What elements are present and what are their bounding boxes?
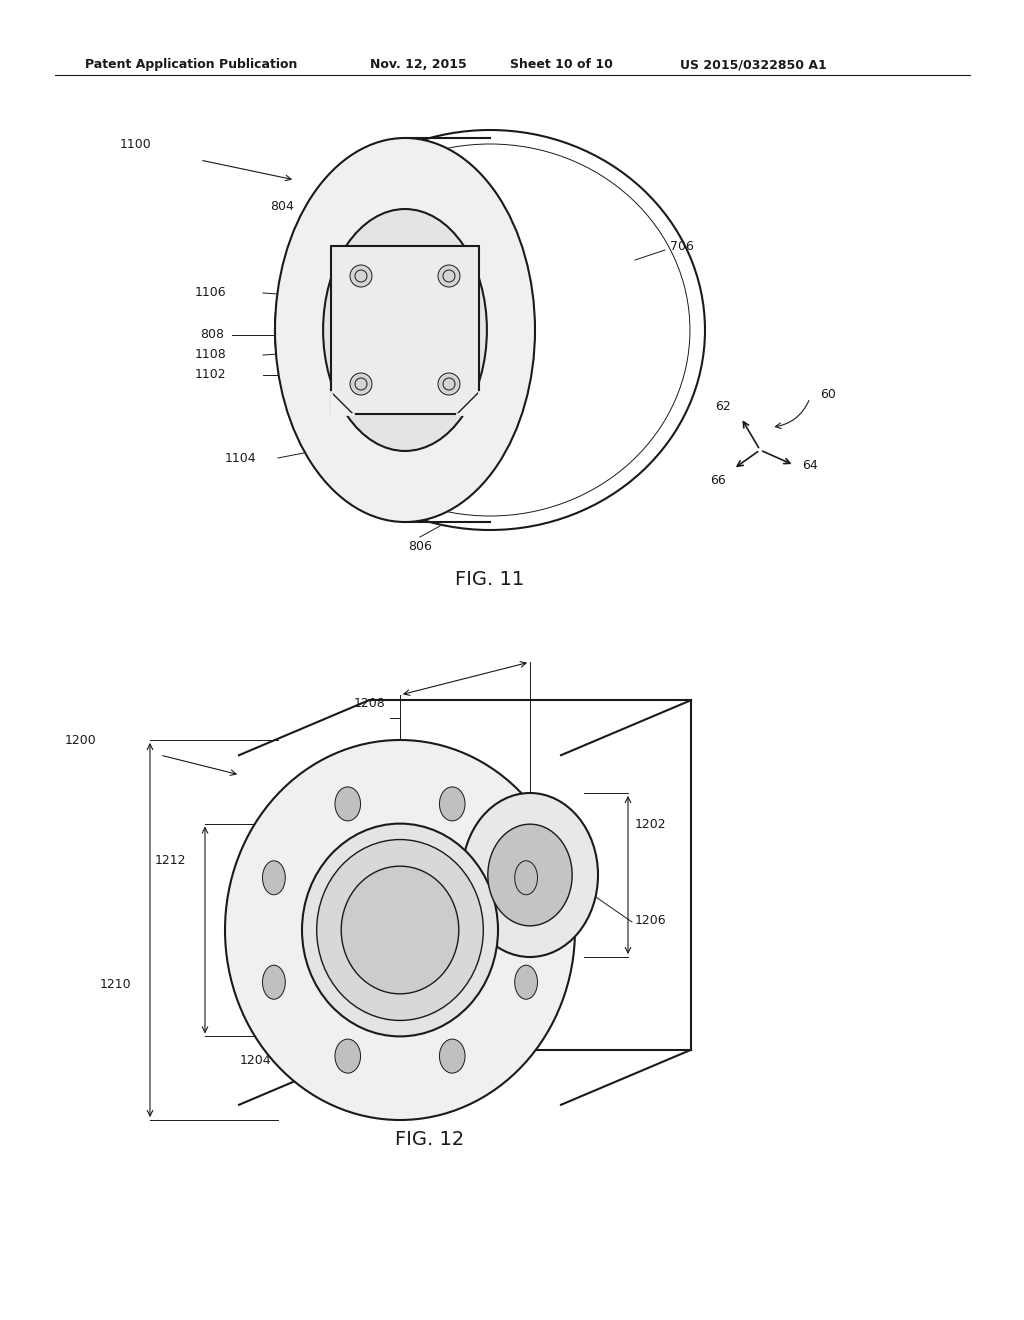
Text: 1208: 1208 [354, 697, 386, 710]
Ellipse shape [275, 139, 535, 521]
Bar [331, 246, 479, 414]
Ellipse shape [439, 1039, 465, 1073]
Text: 1204: 1204 [240, 1053, 271, 1067]
Ellipse shape [335, 787, 360, 821]
Text: 1108: 1108 [195, 348, 226, 362]
Text: 1104: 1104 [225, 451, 257, 465]
Text: 1106: 1106 [195, 286, 226, 300]
Text: Nov. 12, 2015: Nov. 12, 2015 [370, 58, 467, 71]
Ellipse shape [462, 793, 598, 957]
Ellipse shape [366, 272, 444, 388]
Ellipse shape [225, 741, 575, 1119]
Text: 804: 804 [270, 201, 294, 214]
Ellipse shape [438, 265, 460, 286]
Text: 66: 66 [710, 474, 725, 487]
Text: 60: 60 [820, 388, 836, 401]
Ellipse shape [316, 840, 483, 1020]
Ellipse shape [324, 209, 486, 451]
Text: 62: 62 [715, 400, 731, 413]
Text: 1212: 1212 [155, 854, 186, 866]
Polygon shape [457, 392, 479, 414]
Text: 64: 64 [802, 459, 818, 471]
Ellipse shape [350, 265, 372, 286]
Text: Patent Application Publication: Patent Application Publication [85, 58, 297, 71]
Ellipse shape [515, 965, 538, 999]
Text: US 2015/0322850 A1: US 2015/0322850 A1 [680, 58, 826, 71]
Ellipse shape [262, 965, 286, 999]
Text: FIG. 12: FIG. 12 [395, 1130, 465, 1148]
Ellipse shape [262, 861, 286, 895]
Text: 1206: 1206 [635, 913, 667, 927]
Ellipse shape [335, 1039, 360, 1073]
Text: 1210: 1210 [100, 978, 132, 991]
Text: 1200: 1200 [65, 734, 96, 747]
Text: Sheet 10 of 10: Sheet 10 of 10 [510, 58, 613, 71]
Text: 808: 808 [200, 329, 224, 342]
Text: 706: 706 [670, 240, 694, 253]
Ellipse shape [302, 824, 498, 1036]
Text: 1202: 1202 [635, 818, 667, 832]
Text: FIG. 11: FIG. 11 [456, 570, 524, 589]
Text: 1102: 1102 [195, 368, 226, 381]
Ellipse shape [350, 374, 372, 395]
Text: 806: 806 [408, 540, 432, 553]
Text: 1100: 1100 [120, 139, 152, 152]
Ellipse shape [487, 824, 572, 925]
Ellipse shape [387, 304, 423, 356]
Ellipse shape [438, 374, 460, 395]
Ellipse shape [515, 861, 538, 895]
Polygon shape [331, 392, 353, 414]
Ellipse shape [341, 866, 459, 994]
Ellipse shape [439, 787, 465, 821]
